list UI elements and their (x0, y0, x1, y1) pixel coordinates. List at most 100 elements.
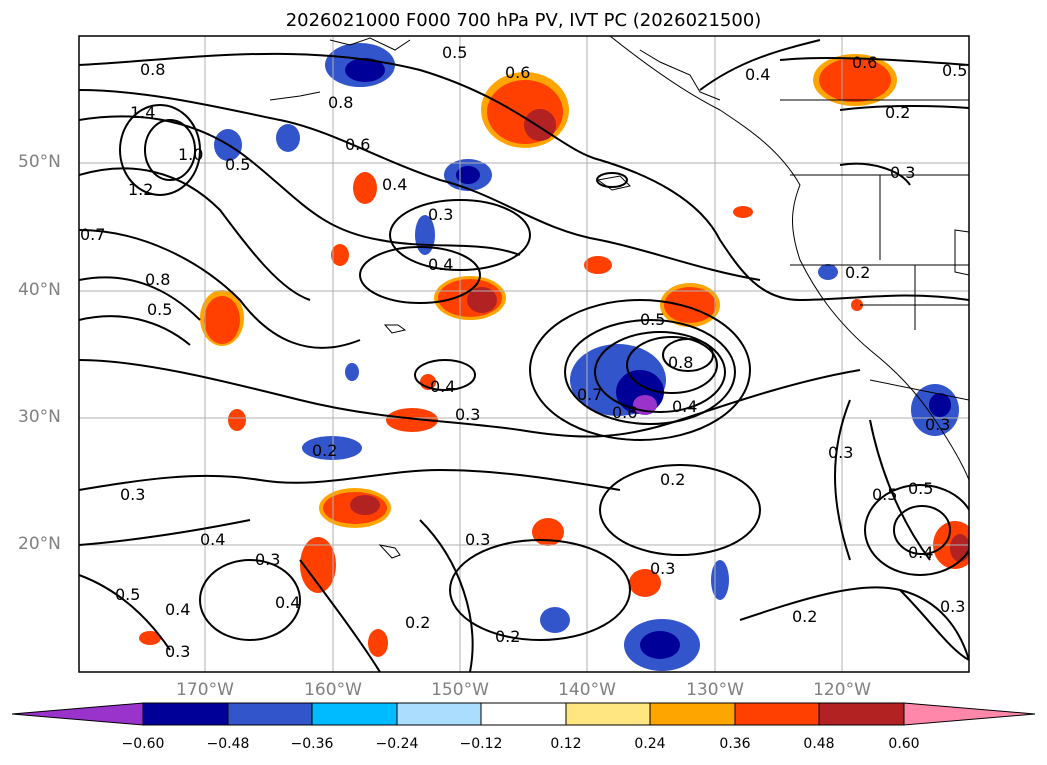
contour-label: 0.4 (745, 65, 770, 84)
colorbar-swatch (565, 702, 651, 726)
anomaly-negative (456, 166, 480, 184)
colorbar-swatch (396, 702, 482, 726)
contour-label: 0.3 (828, 443, 853, 462)
colorbar-swatch (142, 702, 229, 726)
contour-label: 0.8 (328, 93, 353, 112)
contour-label: 1.2 (128, 180, 153, 199)
lon-label: 170°W (176, 680, 234, 700)
contour-label: 0.8 (145, 270, 170, 289)
anomaly-negative (929, 393, 951, 417)
anomaly-positive (664, 287, 716, 323)
gridlines (79, 36, 969, 672)
contour-label: 0.8 (668, 353, 693, 372)
contour-label: 0.4 (275, 593, 300, 612)
anomaly-negative (818, 264, 838, 280)
contour-label: 0.4 (430, 377, 455, 396)
contour-label: 0.5 (115, 585, 140, 604)
plot-frame (78, 35, 970, 673)
colorbar-swatch (649, 702, 736, 726)
lat-label: 30°N (18, 407, 61, 427)
anomaly-positive (851, 299, 863, 311)
colorbar-swatch (734, 702, 820, 726)
contour-label: 0.3 (120, 485, 145, 504)
colorbar-extend-left (11, 702, 144, 726)
colorbar-tick: 0.48 (803, 736, 835, 752)
lon-label: 140°W (558, 680, 616, 700)
anomaly-positive (950, 534, 969, 562)
colorbar-swatch (227, 702, 313, 726)
contour-label: 0.2 (405, 613, 430, 632)
contour-label: 0.4 (428, 255, 453, 274)
coastlines (269, 36, 969, 559)
contour-label: 0.5 (640, 310, 665, 329)
contour-label: 0.5 (225, 155, 250, 174)
contour-label: 0.3 (465, 530, 490, 549)
contour-label: 1.4 (130, 103, 155, 122)
anomaly-positive (353, 172, 377, 204)
colorbar (11, 702, 1036, 726)
lon-label: 160°W (304, 680, 362, 700)
anomaly-negative (640, 631, 680, 659)
pv-contours (79, 39, 969, 672)
contour-label: 0.5 (908, 479, 933, 498)
colorbar-extend-right (903, 702, 1036, 726)
shaded-anomalies (139, 43, 969, 671)
colorbar-tick: −0.60 (121, 736, 165, 752)
contour-label: 0.5 (872, 485, 897, 504)
anomaly-positive (629, 569, 661, 597)
contour-label: 0.5 (442, 43, 467, 62)
contour-label: 0.2 (660, 470, 685, 489)
contour-label: 0.8 (140, 60, 165, 79)
anomaly-positive (228, 409, 246, 431)
colorbar-tick: 0.60 (888, 736, 920, 752)
lon-label: 130°W (686, 680, 744, 700)
colorbar-tick: −0.24 (375, 736, 419, 752)
contour-label: 0.4 (165, 600, 190, 619)
contour-label: 0.2 (312, 441, 337, 460)
anomaly-positive (524, 109, 556, 141)
colorbar-tick: −0.48 (206, 736, 250, 752)
contour-label: 0.2 (885, 103, 910, 122)
contour-label: 0.5 (942, 61, 967, 80)
colorbar-swatch (818, 702, 905, 726)
contour-label: 0.3 (925, 415, 950, 434)
anomaly-positive (819, 58, 891, 102)
contour-label: 0.6 (612, 403, 637, 422)
contour-label: 0.6 (852, 53, 877, 72)
anomaly-positive (733, 206, 753, 218)
colorbar-tick: −0.12 (459, 736, 503, 752)
anomaly-positive (467, 287, 497, 313)
contour-label: 0.3 (940, 597, 965, 616)
anomaly-positive (350, 495, 380, 515)
lat-label: 50°N (18, 152, 61, 172)
contour-label: 0.3 (455, 405, 480, 424)
figure-title: 2026021000 F000 700 hPa PV, IVT PC (2026… (285, 10, 762, 31)
anomaly-positive (584, 256, 612, 274)
anomaly-positive (300, 537, 336, 593)
colorbar-tick: −0.36 (290, 736, 334, 752)
contour-label: 0.2 (845, 263, 870, 282)
contour-label: 1.0 (178, 145, 203, 164)
lon-label: 120°W (813, 680, 871, 700)
colorbar-tick: 0.36 (719, 736, 751, 752)
colorbar-swatch (311, 702, 398, 726)
anomaly-negative (345, 58, 385, 82)
contour-label: 0.4 (200, 530, 225, 549)
anomaly-negative (302, 436, 362, 460)
contour-label: 0.5 (147, 300, 172, 319)
lat-label: 40°N (18, 280, 61, 300)
contour-label: 0.2 (495, 627, 520, 646)
contour-label: 0.6 (505, 63, 530, 82)
contour-label: 0.6 (345, 135, 370, 154)
anomaly-positive (204, 296, 240, 344)
contour-label: 0.7 (577, 385, 602, 404)
contour-labels: 0.8 1.4 1.0 1.2 0.7 0.8 0.5 0.8 0.6 0.4 … (80, 43, 967, 661)
anomaly-positive (368, 629, 388, 657)
colorbar-tick: 0.12 (550, 736, 582, 752)
anomaly-negative (540, 607, 570, 633)
contour-label: 0.2 (792, 607, 817, 626)
colorbar-tick: 0.24 (634, 736, 666, 752)
contour-label: 0.3 (255, 550, 280, 569)
lat-label: 20°N (18, 534, 61, 554)
